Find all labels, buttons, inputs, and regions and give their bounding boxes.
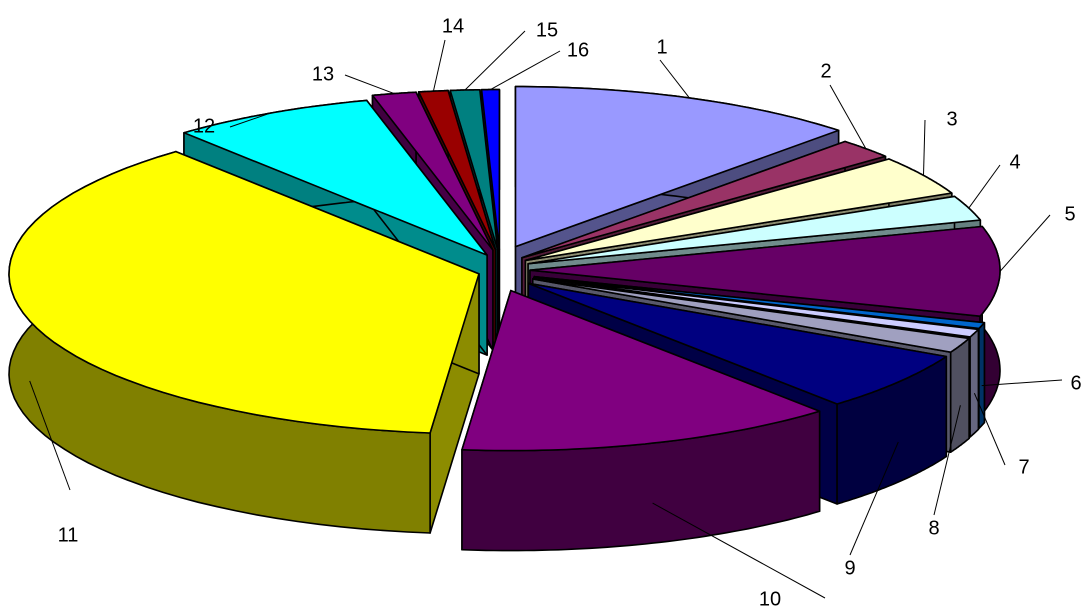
slice-label-3: 3 (946, 108, 957, 130)
slice-label-1: 1 (656, 36, 667, 58)
slice-label-4: 4 (1009, 151, 1020, 173)
leader-line-2 (829, 84, 867, 149)
slice-label-16: 16 (567, 39, 589, 61)
leader-lines (29, 30, 1063, 599)
slice-label-7: 7 (1018, 456, 1029, 478)
leader-line-10 (652, 502, 826, 599)
leader-line-6 (981, 379, 1063, 387)
slice-label-8: 8 (928, 517, 939, 539)
slice-label-11: 11 (58, 524, 79, 546)
pie-slice-11 (8, 150, 480, 534)
slice-label-6: 6 (1070, 372, 1081, 394)
slice-top (8, 150, 480, 434)
leader-line-3 (923, 119, 926, 176)
pie-slice-10 (461, 289, 821, 552)
slice-label-5: 5 (1064, 203, 1075, 225)
leader-line-15 (464, 30, 526, 91)
slice-label-14: 14 (442, 15, 464, 37)
slice-top (527, 282, 948, 405)
slice-label-12: 12 (193, 115, 215, 137)
leader-line-7 (973, 393, 1006, 466)
slice-label-15: 15 (536, 19, 558, 41)
pie-slices (8, 85, 1001, 552)
leader-line-11 (29, 380, 71, 491)
slice-label-10: 10 (759, 588, 781, 610)
slice-side (969, 328, 980, 438)
slice-label-2: 2 (820, 60, 831, 82)
leader-line-12 (229, 112, 271, 128)
leader-line-5 (999, 214, 1051, 272)
slice-top (533, 275, 986, 330)
leader-line-8 (933, 405, 961, 516)
slice-label-13: 13 (312, 63, 334, 85)
slice-top (532, 276, 980, 338)
leader-line-13 (344, 74, 395, 95)
slice-top (531, 278, 970, 353)
leader-line-9 (849, 441, 899, 556)
leader-line-1 (659, 59, 690, 99)
slice-label-9: 9 (844, 557, 855, 579)
leader-line-16 (490, 50, 561, 91)
leader-line-14 (432, 39, 446, 92)
leader-line-4 (968, 164, 1001, 209)
slice-top (461, 289, 821, 452)
slice-side (978, 321, 986, 430)
